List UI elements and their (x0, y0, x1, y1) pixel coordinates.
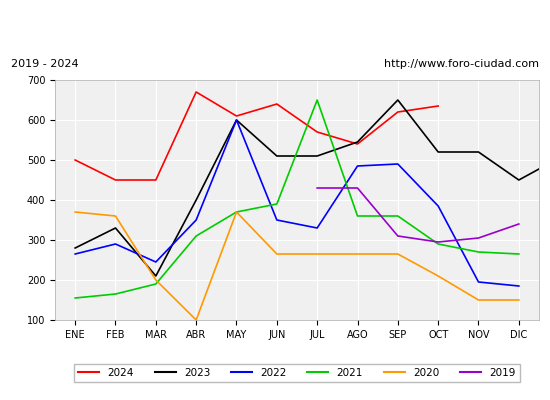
Text: http://www.foro-ciudad.com: http://www.foro-ciudad.com (384, 59, 539, 69)
Text: 2019 - 2024: 2019 - 2024 (11, 59, 79, 69)
Text: Evolucion Nº Turistas Extranjeros en el municipio de Espartinas: Evolucion Nº Turistas Extranjeros en el … (56, 17, 494, 31)
Legend: 2024, 2023, 2022, 2021, 2020, 2019: 2024, 2023, 2022, 2021, 2020, 2019 (74, 364, 520, 382)
